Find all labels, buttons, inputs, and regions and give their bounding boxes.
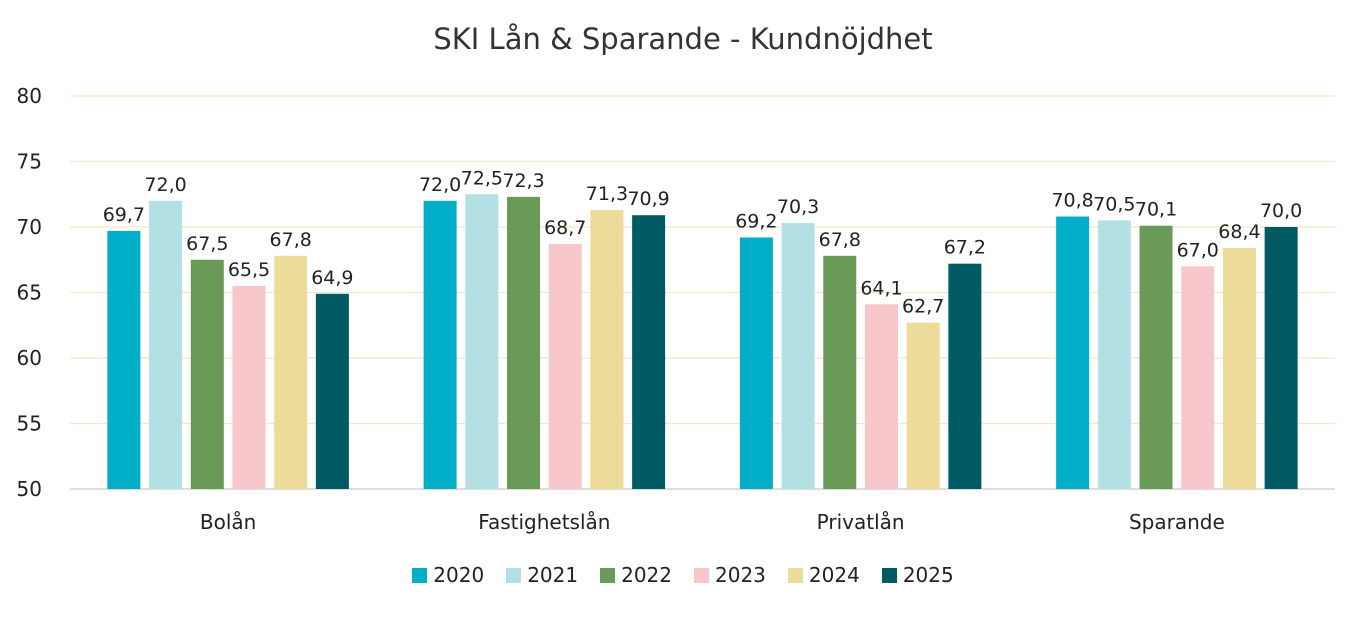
bar-2022-3 [1139, 225, 1173, 489]
data-label: 68,7 [544, 217, 586, 239]
y-tick-label: 60 [17, 346, 42, 370]
legend-swatch [600, 567, 616, 583]
bar-2021-2 [781, 223, 815, 489]
category-label: Bolån [200, 510, 256, 534]
data-label: 71,3 [586, 183, 628, 205]
bar-2024-2 [906, 322, 940, 489]
data-label: 72,0 [144, 174, 186, 196]
data-label: 70,8 [1051, 190, 1093, 212]
bar-2021-0 [149, 200, 183, 490]
bar-2025-0 [315, 293, 349, 489]
bar-2024-3 [1222, 247, 1256, 489]
data-label: 70,1 [1135, 199, 1177, 221]
legend-item-2022: 2022 [600, 563, 672, 587]
data-label: 67,8 [819, 229, 861, 251]
y-tick-label: 75 [17, 150, 42, 174]
data-label: 67,0 [1177, 239, 1219, 261]
bar-2020-3 [1056, 216, 1090, 489]
legend-label: 2021 [527, 563, 579, 587]
data-label: 69,7 [103, 204, 145, 226]
bar-2025-2 [948, 263, 982, 489]
legend: 2020 2021 2022 2023 2024 2025 [0, 563, 1366, 587]
legend-item-2024: 2024 [787, 563, 860, 587]
bar-2021-3 [1097, 220, 1131, 489]
y-tick-label: 80 [17, 84, 42, 108]
data-label: 72,0 [419, 174, 461, 196]
data-label: 62,7 [902, 296, 944, 318]
category-labels: Bolån Fastighetslån Privatlån Sparande [200, 510, 1225, 534]
data-label: 67,2 [944, 237, 986, 259]
bar-2023-0 [232, 285, 266, 489]
legend-label: 2024 [808, 563, 860, 587]
legend-label: 2020 [433, 563, 485, 587]
bar-2020-0 [107, 230, 141, 489]
data-labels: 69,772,067,565,567,864,972,0 72,5 72,368,7… [103, 167, 1303, 317]
data-label: 68,4 [1218, 221, 1260, 243]
bars [107, 194, 1298, 490]
data-label: 67,8 [270, 229, 312, 251]
category-label: Fastighetslån [478, 510, 610, 534]
data-label: 69,2 [735, 210, 777, 232]
data-label: 70,9 [627, 188, 669, 210]
bar-2023-2 [864, 304, 898, 489]
data-label: 65,5 [228, 259, 270, 281]
legend-swatch [506, 567, 522, 583]
legend-item-2023: 2023 [694, 563, 766, 587]
bar-2024-1 [590, 209, 624, 489]
y-axis-ticks: 50 55 60 65 70 75 80 [17, 84, 42, 501]
bar-2023-3 [1181, 266, 1215, 489]
legend-swatch [694, 567, 709, 583]
data-label: 70,5 [1093, 193, 1135, 215]
bar-2024-0 [274, 255, 308, 489]
y-tick-label: 55 [17, 412, 42, 436]
legend-item-2021: 2021 [506, 563, 578, 587]
data-label: 70,0 [1260, 200, 1302, 222]
chart-title: SKI Lån & Sparande - Kundnöjdhet [433, 22, 933, 56]
bar-2022-2 [823, 255, 857, 489]
category-label: Privatlån [817, 510, 905, 534]
y-tick-label: 70 [17, 215, 42, 239]
legend-label: 2022 [621, 563, 672, 587]
data-label: 64,9 [311, 267, 353, 289]
legend-swatch [787, 567, 803, 583]
legend-label: 2023 [715, 563, 766, 587]
legend-item-2025: 2025 [881, 563, 954, 587]
data-label: 72,5 [461, 167, 503, 189]
bar-2020-2 [739, 237, 773, 489]
legend-swatch [412, 567, 428, 583]
data-label: 64,1 [860, 277, 902, 299]
data-label: 67,5 [186, 233, 228, 255]
legend-swatch [881, 567, 897, 583]
bar-2021-1 [465, 194, 499, 489]
category-label: Sparande [1129, 510, 1225, 534]
y-tick-label: 50 [17, 477, 42, 501]
bar-2025-3 [1264, 227, 1298, 489]
data-label: 70,3 [777, 196, 819, 218]
legend-label: 2025 [902, 563, 954, 587]
y-tick-label: 65 [17, 281, 42, 305]
legend-item-2020: 2020 [412, 563, 484, 587]
bar-2022-0 [190, 259, 224, 489]
data-label: 72,3 [502, 170, 544, 192]
bar-2023-1 [548, 244, 582, 489]
bar-2025-1 [632, 215, 666, 489]
bar-2020-1 [423, 200, 457, 490]
bar-2022-1 [507, 196, 541, 489]
